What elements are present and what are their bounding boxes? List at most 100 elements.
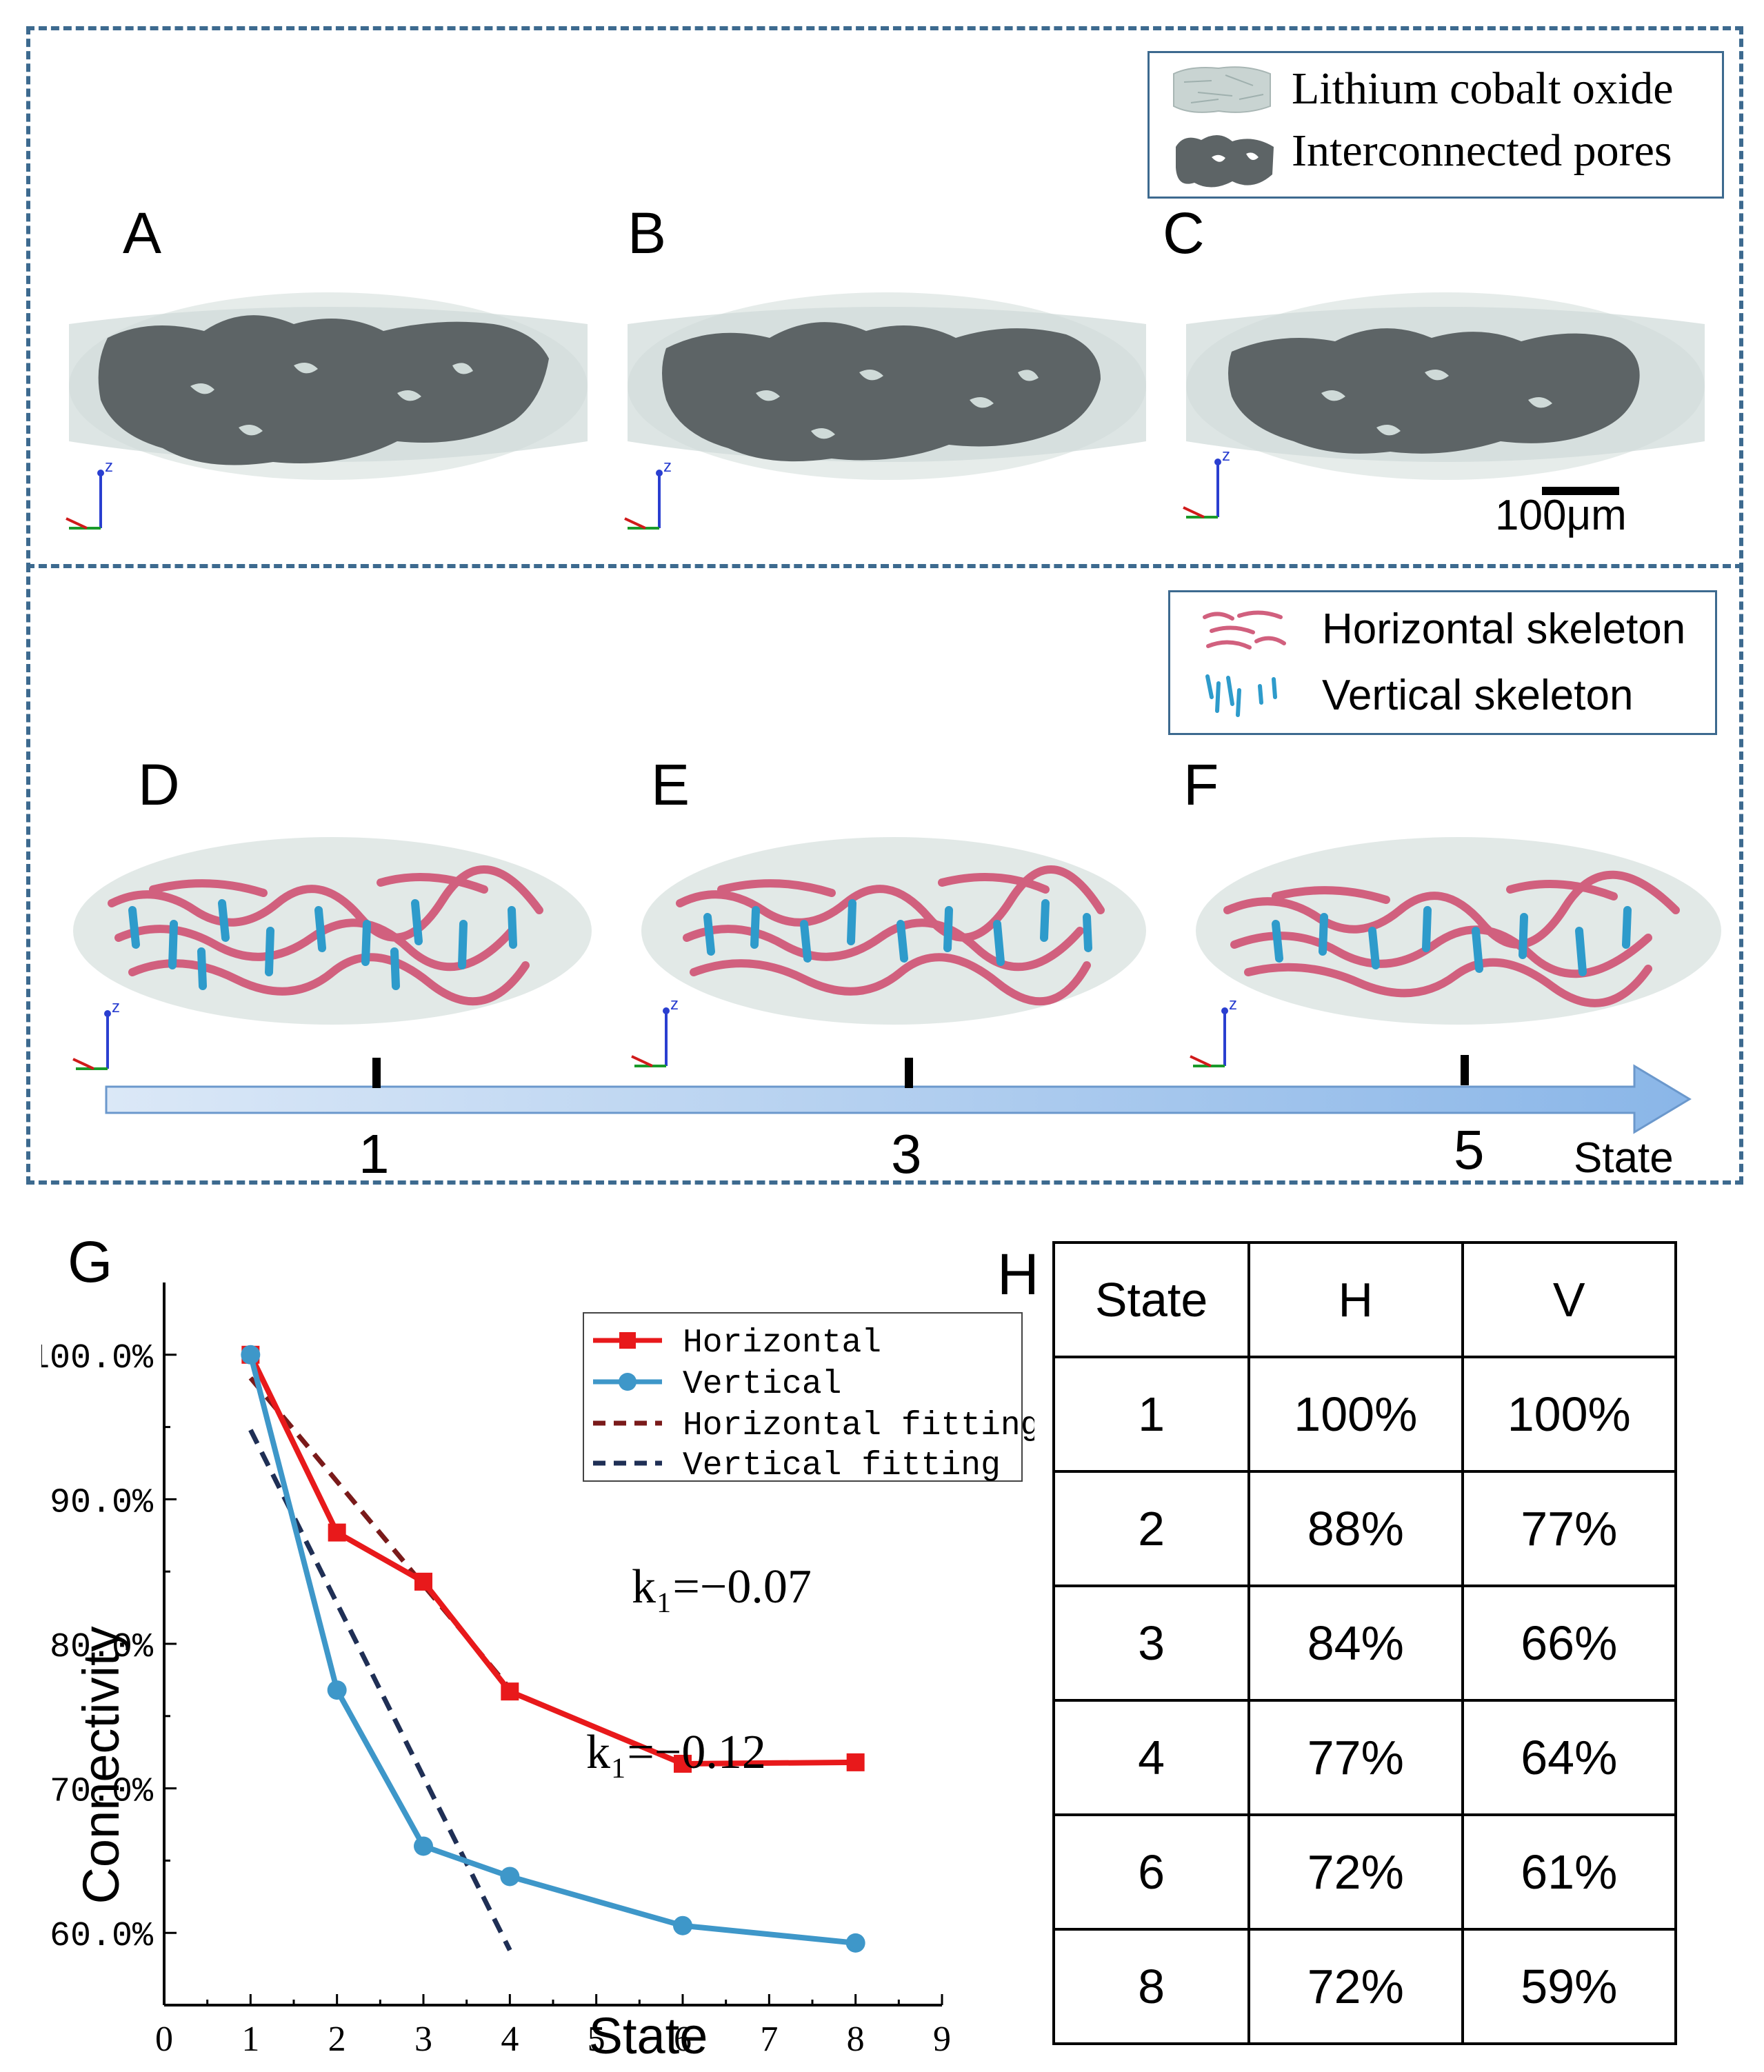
legend-horizontal-fit-label: Horizontal fitting [683, 1407, 1034, 1445]
table-cell: 2 [1052, 1470, 1251, 1587]
x-tick-label: 5 [588, 2020, 605, 2059]
skeleton-render-d [73, 837, 592, 1025]
pores-swatch-icon [1176, 134, 1274, 188]
table-cell: 88% [1247, 1470, 1464, 1587]
state-arrow [105, 1055, 1692, 1134]
y-tick-label: 60.0% [50, 1917, 154, 1956]
vertical-skeleton-swatch-icon [1205, 674, 1277, 717]
axis-z-label: z [1229, 997, 1237, 1014]
table-cell: 72% [1247, 1813, 1464, 1931]
table-header-state: State [1052, 1241, 1251, 1358]
vertical-data-point [414, 1836, 433, 1856]
legend-vertical-skeleton-label: Vertical skeleton [1322, 672, 1634, 719]
vertical-data-point [241, 1345, 261, 1365]
axis-z-label: z [1222, 448, 1230, 465]
panel-label-d: D [138, 752, 180, 817]
x-tick-label: 3 [414, 2020, 432, 2059]
axis-triad-icon-e: z [631, 997, 679, 1067]
panel-label-e: E [651, 752, 690, 817]
legend-vertical-fit-label: Vertical fitting [683, 1447, 1001, 1485]
legend-vertical-marker [619, 1373, 637, 1391]
panel-label-c: C [1163, 201, 1205, 265]
legend-lco-label: Lithium cobalt oxide [1292, 63, 1674, 114]
lco-swatch-icon [1173, 66, 1271, 113]
axis-triad-icon-c: z [1183, 448, 1230, 519]
volume-render-a [69, 292, 588, 480]
state-axis-label: State [1574, 1134, 1674, 1182]
horizontal-series-line [248, 1354, 856, 1767]
connectivity-chart: 0 1 2 3 4 5 6 7 8 9 60.0% 70.0% 80.0% 90.0% 100.0% Hor… [41, 1283, 1034, 2064]
top-panel-frame [26, 26, 1743, 571]
state-tick-3: 3 [891, 1123, 922, 1185]
table-cell: 61% [1461, 1813, 1678, 1931]
table-cell: 64% [1461, 1699, 1678, 1816]
y-tick-label: 100.0% [41, 1339, 154, 1378]
table-row: 3 84% 66% [1052, 1585, 1678, 1702]
horizontal-data-point [328, 1523, 346, 1542]
legend-mid: Horizontal skeleton Vertical skeleton [1168, 590, 1717, 735]
x-tick-label: 9 [933, 2020, 951, 2059]
x-tick-label: 0 [155, 2020, 173, 2059]
x-tick-label: 6 [674, 2020, 692, 2059]
annotation-k-vertical: k₁=−0.12 [586, 1726, 766, 1779]
table-cell: 100% [1247, 1356, 1464, 1473]
panel-label-f: F [1183, 752, 1219, 817]
table-row: 4 77% 64% [1052, 1699, 1678, 1816]
scale-bar-label: 100μm [1495, 492, 1627, 539]
legend-pores-label: Interconnected pores [1292, 125, 1672, 176]
table-cell: 84% [1247, 1585, 1464, 1702]
x-tick-label: 4 [501, 2020, 519, 2059]
axis-z-label: z [663, 459, 672, 476]
volume-render-c [1186, 292, 1705, 480]
vertical-data-point [500, 1867, 520, 1887]
axis-z-label: z [670, 997, 679, 1014]
table-cell: 72% [1247, 1928, 1464, 2045]
table-cell: 8 [1052, 1928, 1251, 2045]
horizontal-skeleton-swatch-icon [1203, 610, 1286, 650]
table-cell: 4 [1052, 1699, 1251, 1816]
vertical-data-point [327, 1680, 347, 1700]
x-tick-label: 1 [241, 2020, 259, 2059]
panel-label-a: A [123, 201, 162, 265]
axis-triad-icon-f: z [1190, 997, 1237, 1067]
y-tick-label: 70.0% [50, 1773, 154, 1812]
horizontal-data-point [846, 1753, 865, 1771]
axis-z-label: z [105, 459, 113, 476]
legend-horizontal-skeleton-label: Horizontal skeleton [1322, 605, 1686, 653]
table-cell: 66% [1461, 1585, 1678, 1702]
y-tick-label: 90.0% [50, 1483, 154, 1522]
volume-render-b [628, 292, 1146, 480]
table-cell: 77% [1247, 1699, 1464, 1816]
state-tick-1: 1 [359, 1123, 390, 1185]
legend-vertical-label: Vertical [683, 1366, 841, 1403]
panel-label-b: B [628, 201, 667, 265]
panel-label-h: H [997, 1242, 1039, 1307]
table-cell: 77% [1461, 1470, 1678, 1587]
table-row: 2 88% 77% [1052, 1470, 1678, 1587]
x-tick-label: 2 [328, 2020, 346, 2059]
legend-horizontal-label: Horizontal [683, 1325, 881, 1362]
axis-z-label: z [112, 1000, 120, 1016]
axis-triad-icon-b: z [624, 459, 672, 530]
vertical-data-point [845, 1933, 865, 1953]
scale-bar [1542, 487, 1619, 495]
x-axis-title: State [589, 2007, 708, 2064]
table-row: 1 100% 100% [1052, 1356, 1678, 1473]
table-cell: 59% [1461, 1928, 1678, 2045]
y-tick-label: 80.0% [50, 1628, 154, 1667]
axis-triad-icon-d: z [72, 1000, 120, 1070]
x-tick-label: 7 [760, 2020, 778, 2059]
horizontal-data-point [674, 1754, 692, 1773]
panel-label-g: G [68, 1229, 113, 1294]
table-cell: 100% [1461, 1356, 1678, 1473]
table-row: 6 72% 61% [1052, 1813, 1678, 1931]
table-cell: 1 [1052, 1356, 1251, 1473]
table-cell: 3 [1052, 1585, 1251, 1702]
skeleton-render-f [1196, 837, 1721, 1025]
legend-top: Lithium cobalt oxide Interconnected pore… [1147, 51, 1724, 199]
x-tick-label: 8 [847, 2020, 865, 2059]
axis-triad-icon-a: z [66, 459, 113, 530]
table-cell: 6 [1052, 1813, 1251, 1931]
skeleton-render-e [641, 837, 1146, 1025]
table-header-v: V [1461, 1241, 1678, 1358]
